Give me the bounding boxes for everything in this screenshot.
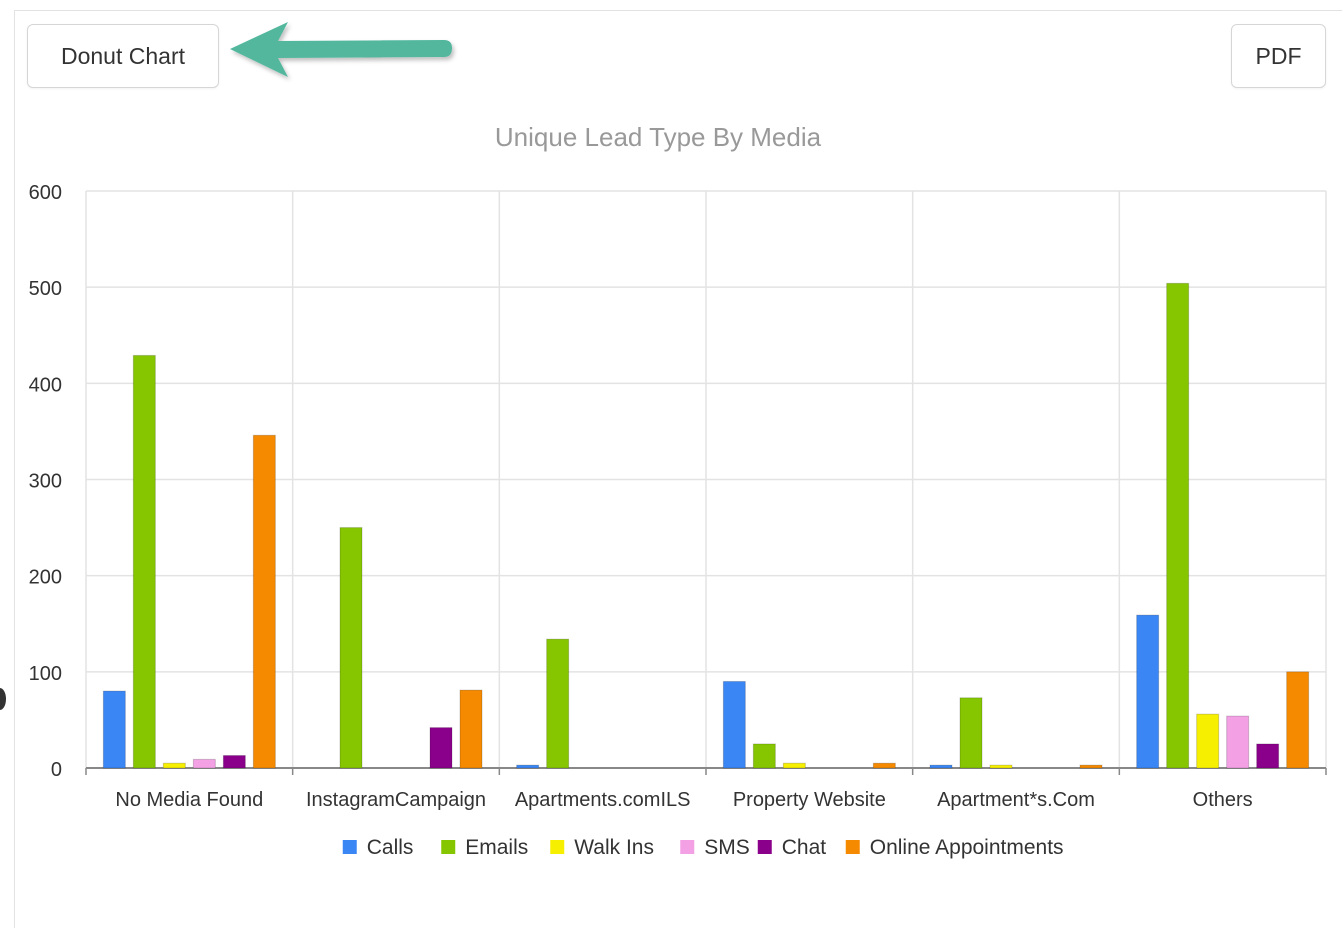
bar-chat[interactable] (429, 727, 453, 769)
legend-label: Chat (782, 836, 827, 859)
x-tick-label: InstagramCampaign (306, 789, 486, 811)
bar-emails[interactable] (1166, 282, 1190, 769)
pointer-arrow-icon (230, 22, 452, 77)
x-tick-label: Apartment*s.Com (937, 789, 1095, 811)
y-tick-label: 0 (51, 759, 62, 781)
bar-walk-ins[interactable] (989, 764, 1013, 769)
legend-swatch (757, 840, 772, 854)
legend-label: Emails (465, 836, 528, 859)
bar-calls[interactable] (722, 680, 746, 769)
x-tick-label: No Media Found (115, 789, 263, 811)
legend-item-sms[interactable]: SMS (680, 836, 750, 859)
bar-sms[interactable] (192, 758, 216, 769)
bar-walk-ins[interactable] (162, 762, 186, 769)
legend-item-online-appointments[interactable]: Online Appointments (845, 836, 1064, 859)
y-tick-label: 600 (29, 182, 62, 204)
bar-online-appointments[interactable] (459, 689, 483, 769)
legend-item-emails[interactable]: Emails (441, 836, 528, 859)
bar-chat[interactable] (1256, 743, 1280, 769)
bars (102, 282, 1310, 769)
pdf-button[interactable]: PDF (1231, 24, 1326, 88)
axes (85, 767, 1327, 775)
legend-swatch (342, 840, 357, 854)
grid (85, 190, 1327, 768)
bar-calls[interactable] (929, 764, 953, 769)
legend-label: SMS (704, 836, 750, 859)
y-tick-label: 200 (29, 567, 62, 589)
legend-swatch (680, 840, 695, 854)
bar-calls[interactable] (102, 690, 126, 769)
bar-online-appointments[interactable] (1286, 671, 1310, 769)
y-tick-label: 400 (29, 374, 62, 396)
bar-emails[interactable] (132, 354, 156, 769)
donut-chart-button[interactable]: Donut Chart (27, 24, 219, 88)
legend-label: Online Appointments (870, 836, 1064, 859)
y-tick-label: 500 (29, 278, 62, 300)
y-tick-label: 300 (29, 471, 62, 493)
bar-emails[interactable] (546, 638, 570, 769)
bar-online-appointments[interactable] (872, 762, 896, 769)
bar-walk-ins[interactable] (782, 762, 806, 769)
edge-handle (0, 688, 6, 710)
bar-calls[interactable] (1136, 614, 1160, 769)
bar-calls[interactable] (516, 764, 540, 769)
bar-walk-ins[interactable] (1196, 713, 1220, 769)
x-tick-label: Others (1193, 789, 1253, 811)
chart-title: Unique Lead Type By Media (495, 122, 822, 152)
legend-swatch (441, 840, 456, 854)
bar-emails[interactable] (959, 697, 983, 769)
legend-label: Walk Ins (574, 836, 654, 859)
x-tick-label: Apartments.comILS (515, 789, 691, 811)
tick-labels: 0 100 200 300 400 500 600 No Media Found Instagr… (29, 182, 1253, 811)
bar-sms[interactable] (1226, 715, 1250, 769)
bar-emails[interactable] (752, 743, 776, 769)
legend-swatch (550, 840, 565, 854)
legend-item-chat[interactable]: Chat (757, 836, 827, 859)
bar-online-appointments[interactable] (1079, 764, 1103, 769)
legend: Calls Emails Walk Ins SMS Chat Online Appoint… (342, 836, 1064, 859)
legend-item-calls[interactable]: Calls (342, 836, 414, 859)
legend-swatch (845, 840, 860, 854)
legend-label: Calls (367, 836, 414, 859)
bar-chat[interactable] (222, 754, 246, 769)
bar-online-appointments[interactable] (252, 434, 276, 769)
y-tick-label: 100 (29, 663, 62, 685)
bar-emails[interactable] (339, 527, 363, 769)
legend-item-walk-ins[interactable]: Walk Ins (550, 836, 654, 859)
x-tick-label: Property Website (733, 789, 886, 811)
chart-panel (14, 10, 1342, 928)
